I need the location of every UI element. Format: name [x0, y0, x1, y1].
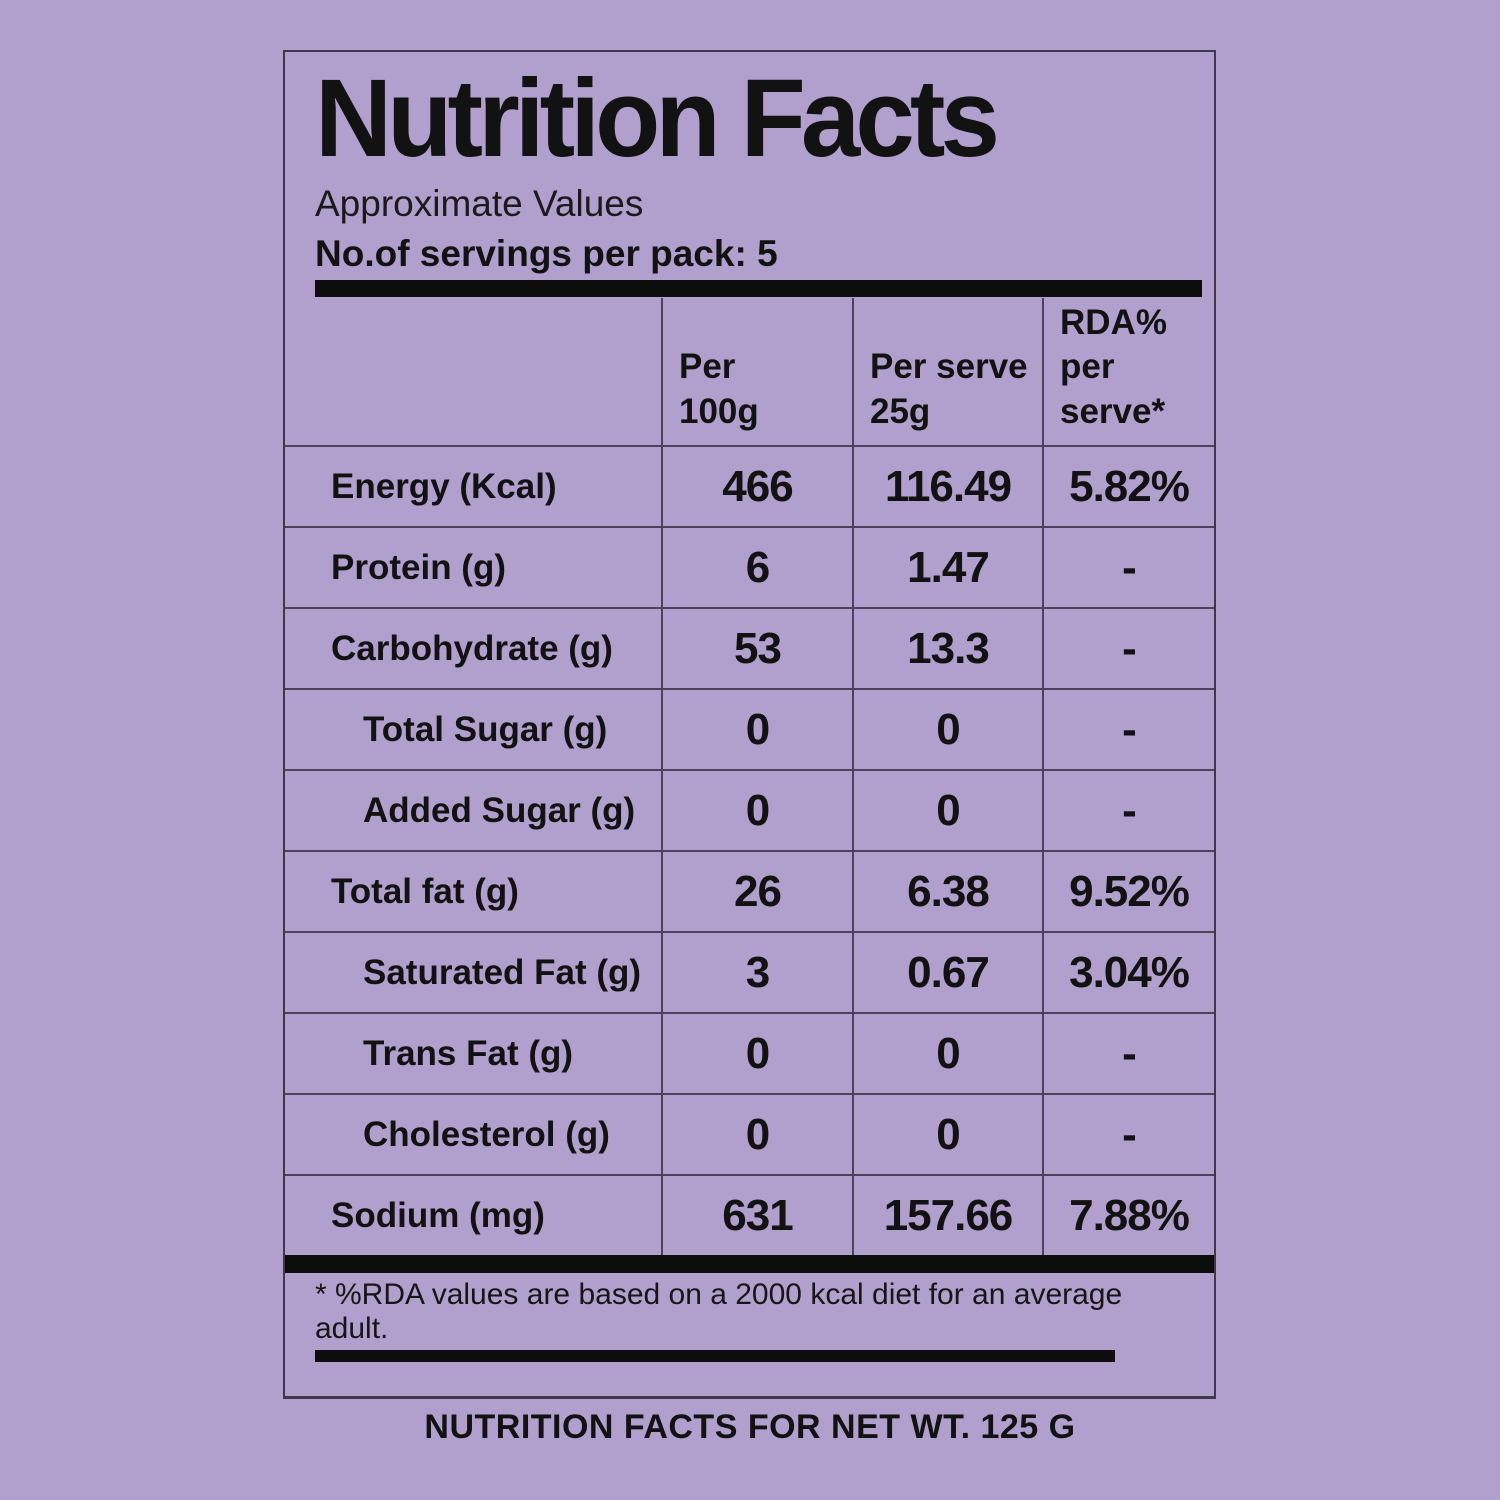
net-weight-caption: NUTRITION FACTS FOR NET WT. 125 G [424, 1408, 1076, 1446]
divider-bar-top [315, 280, 1202, 297]
column-header-per-serve: Per serve 25g [852, 298, 1042, 445]
row-label-total-sugar: Total Sugar (g) [285, 688, 661, 769]
column-header-line: serve* [1060, 392, 1166, 432]
column-header-line: 100g [679, 392, 759, 432]
value-per-100g: 26 [661, 850, 852, 931]
column-header-line: Per [679, 347, 736, 387]
column-header-line: 25g [870, 392, 931, 432]
value-per-serve: 157.66 [852, 1174, 1042, 1255]
row-label-total-fat: Total fat (g) [285, 850, 661, 931]
value-rda: - [1042, 607, 1214, 688]
value-per-100g: 0 [661, 769, 852, 850]
value-rda: - [1042, 1012, 1214, 1093]
row-label-added-sugar: Added Sugar (g) [285, 769, 661, 850]
row-label-trans-fat: Trans Fat (g) [285, 1012, 661, 1093]
column-header-rda: RDA% per serve* [1042, 298, 1214, 445]
row-label-energy: Energy (Kcal) [285, 445, 661, 526]
label-header: Nutrition Facts Approximate Values No.of… [315, 64, 1202, 277]
value-rda: - [1042, 1093, 1214, 1174]
approximate-values-subtitle: Approximate Values [315, 183, 644, 224]
rda-footnote: * %RDA values are based on a 2000 kcal d… [315, 1277, 1123, 1345]
row-label-saturated-fat: Saturated Fat (g) [285, 931, 661, 1012]
column-header-line: Per serve [870, 347, 1028, 387]
row-label-carbohydrate: Carbohydrate (g) [285, 607, 661, 688]
value-per-100g: 0 [661, 688, 852, 769]
nutrition-label: Nutrition Facts Approximate Values No.of… [283, 50, 1216, 1399]
value-per-100g: 631 [661, 1174, 852, 1255]
value-per-serve: 6.38 [852, 850, 1042, 931]
value-per-serve: 116.49 [852, 445, 1042, 526]
divider-bar-bottom [315, 1350, 1115, 1362]
value-per-serve: 13.3 [852, 607, 1042, 688]
value-per-100g: 3 [661, 931, 852, 1012]
value-per-100g: 53 [661, 607, 852, 688]
servings-per-pack: No.of servings per pack: 5 [315, 233, 778, 275]
value-rda: 3.04% [1042, 931, 1214, 1012]
value-rda: - [1042, 526, 1214, 607]
value-per-serve: 0.67 [852, 931, 1042, 1012]
value-per-serve: 1.47 [852, 526, 1042, 607]
value-per-serve: 0 [852, 1012, 1042, 1093]
row-label-sodium: Sodium (mg) [285, 1174, 661, 1255]
value-rda: - [1042, 769, 1214, 850]
nutrition-facts-title: Nutrition Facts [315, 57, 1000, 180]
value-per-100g: 0 [661, 1093, 852, 1174]
nutrition-table: Per 100g Per serve 25g RDA% per serve* E… [285, 298, 1214, 1255]
column-header-line: RDA% per [1060, 302, 1167, 387]
row-label-protein: Protein (g) [285, 526, 661, 607]
column-header-empty [285, 298, 661, 445]
value-rda: 9.52% [1042, 850, 1214, 931]
value-per-100g: 466 [661, 445, 852, 526]
divider-bar-middle [285, 1255, 1214, 1273]
value-per-100g: 6 [661, 526, 852, 607]
value-rda: 5.82% [1042, 445, 1214, 526]
value-rda: - [1042, 688, 1214, 769]
column-header-per-100g: Per 100g [661, 298, 852, 445]
value-per-serve: 0 [852, 688, 1042, 769]
value-per-100g: 0 [661, 1012, 852, 1093]
row-label-cholesterol: Cholesterol (g) [285, 1093, 661, 1174]
value-rda: 7.88% [1042, 1174, 1214, 1255]
value-per-serve: 0 [852, 769, 1042, 850]
value-per-serve: 0 [852, 1093, 1042, 1174]
